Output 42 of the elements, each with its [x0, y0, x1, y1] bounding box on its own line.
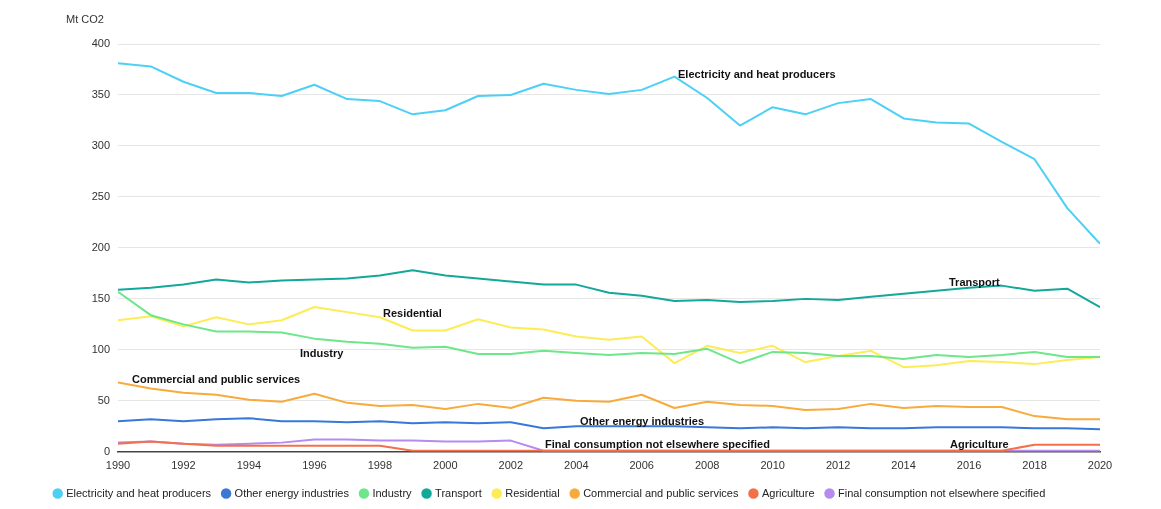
x-tick-label: 2020 — [1087, 459, 1113, 472]
y-tick-label: 350 — [91, 88, 110, 101]
legend-label: Final consumption not elsewhere specified — [838, 486, 1046, 499]
annotation: Industry — [300, 347, 345, 360]
x-tick-label: 2006 — [629, 459, 654, 472]
x-tick-label: 2016 — [956, 459, 982, 472]
x-tick-label: 2012 — [825, 459, 851, 472]
y-tick-label: 50 — [97, 393, 110, 406]
x-tick-label: 2004 — [564, 459, 589, 472]
annotation: Transport — [949, 276, 1001, 289]
y-tick-label: 250 — [91, 189, 110, 202]
legend-label: Industry — [372, 486, 413, 499]
y-tick-label: 300 — [91, 138, 110, 151]
x-tick-label: 1998 — [367, 459, 393, 472]
x-tick-label: 1990 — [105, 459, 131, 472]
x-tick-label: 2008 — [694, 459, 720, 472]
y-tick-label: 200 — [91, 240, 110, 253]
y-tick-label: 150 — [91, 291, 110, 304]
y-tick-label: 100 — [91, 342, 110, 355]
x-tick-label: 1994 — [236, 459, 262, 472]
legend-label: Agriculture — [761, 486, 815, 499]
y-axis-title: Mt CO2 — [66, 12, 104, 25]
x-tick-label: 1992 — [171, 459, 196, 472]
annotation: Final consumption not elsewhere specified — [545, 438, 770, 451]
annotation: Other energy industries — [580, 415, 705, 428]
annotation: Residential — [383, 307, 442, 320]
x-tick-label: 2002 — [498, 459, 524, 472]
annotation: Commercial and public services — [132, 373, 301, 386]
annotation: Electricity and heat producers — [678, 68, 836, 81]
x-tick-label: 2018 — [1022, 459, 1047, 472]
legend-label: Transport — [435, 486, 482, 499]
y-tick-label: 400 — [91, 37, 110, 50]
legend-label: Residential — [505, 486, 560, 499]
x-tick-label: 2010 — [760, 459, 785, 472]
annotation: Agriculture — [950, 438, 1009, 451]
legend-label: Commercial and public services — [583, 486, 739, 499]
x-tick-label: 2014 — [891, 459, 916, 472]
legend-label: Electricity and heat producers — [66, 486, 212, 499]
legend-label: Other energy industries — [234, 486, 350, 499]
x-tick-label: 1996 — [302, 459, 327, 472]
y-tick-label: 0 — [103, 444, 110, 457]
x-tick-label: 2000 — [433, 459, 458, 472]
